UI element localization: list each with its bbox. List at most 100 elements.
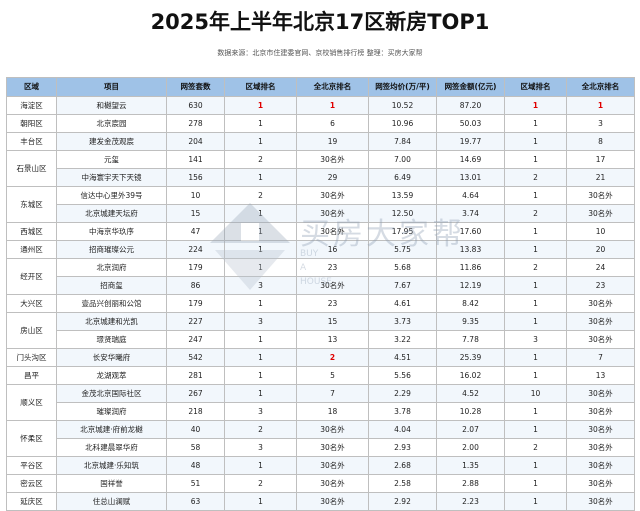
unit-beijing-rank-cell: 30名外 (296, 222, 369, 241)
avg-price-cell: 3.73 (368, 312, 437, 331)
district-cell: 西城区 (6, 222, 57, 241)
unit-district-rank-cell: 3 (224, 402, 297, 421)
project-cell: 和樾望云 (56, 96, 167, 115)
table-row: 石景山区 元玺 141 2 30名外 7.00 14.69 1 17 (6, 150, 635, 187)
project-cell: 中海寰宇天下天镜 (56, 168, 167, 187)
amount-cell: 50.03 (436, 114, 505, 133)
avg-price-cell: 12.50 (368, 204, 437, 223)
units-cell: 40 (166, 420, 225, 439)
amount-beijing-rank-cell: 30名外 (566, 456, 635, 475)
unit-district-rank-cell: 1 (224, 330, 297, 349)
unit-beijing-rank-cell: 16 (296, 240, 369, 259)
unit-district-rank-cell: 1 (224, 384, 297, 403)
amount-cell: 11.86 (436, 258, 505, 277)
amount-district-rank-cell: 10 (504, 384, 567, 403)
unit-district-rank-cell: 1 (224, 114, 297, 133)
units-cell: 218 (166, 402, 225, 421)
avg-price-cell: 6.49 (368, 168, 437, 187)
table-row: 璀璨润府 218 3 18 3.78 10.28 1 30名外 (7, 402, 635, 421)
unit-beijing-rank-cell: 30名外 (296, 456, 369, 475)
amount-beijing-rank-cell: 30名外 (566, 312, 635, 331)
unit-beijing-rank-cell: 7 (296, 384, 369, 403)
amount-district-rank-cell: 2 (504, 204, 567, 223)
district-cell: 经开区 (6, 258, 57, 295)
amount-cell: 10.28 (436, 402, 505, 421)
amount-beijing-rank-cell: 30名外 (566, 384, 635, 403)
district-cell: 海淀区 (6, 96, 57, 115)
avg-price-cell: 5.75 (368, 240, 437, 259)
amount-beijing-rank-cell: 30名外 (566, 294, 635, 313)
unit-beijing-rank-cell: 15 (296, 312, 369, 331)
amount-district-rank-cell: 1 (504, 114, 567, 133)
amount-beijing-rank-cell: 23 (566, 276, 635, 295)
table-row: 朝阳区 北京宸园 278 1 6 10.96 50.03 1 3 (6, 114, 635, 133)
unit-beijing-rank-cell: 2 (296, 348, 369, 367)
amount-district-rank-cell: 1 (504, 456, 567, 475)
district-cell: 大兴区 (6, 294, 57, 313)
units-cell: 630 (166, 96, 225, 115)
units-cell: 179 (166, 294, 225, 313)
amount-district-rank-cell: 1 (504, 348, 567, 367)
avg-price-cell: 4.61 (368, 294, 437, 313)
avg-price-cell: 5.68 (368, 258, 437, 277)
amount-district-rank-cell: 1 (504, 276, 567, 295)
amount-beijing-rank-cell: 20 (566, 240, 635, 259)
avg-price-cell: 2.68 (368, 456, 437, 475)
amount-cell: 25.39 (436, 348, 505, 367)
unit-beijing-rank-cell: 30名外 (296, 492, 369, 511)
unit-beijing-rank-cell: 30名外 (296, 186, 369, 205)
district-cell: 昌平 (6, 366, 57, 385)
project-cell: 国祥誉 (56, 474, 167, 493)
units-cell: 141 (166, 150, 225, 169)
units-cell: 51 (166, 474, 225, 493)
units-cell: 63 (166, 492, 225, 511)
amount-cell: 16.02 (436, 366, 505, 385)
table-row: 怀柔区 北京城建·府前龙樾 40 2 30名外 4.04 2.07 1 30名外 (6, 420, 635, 457)
avg-price-cell: 10.96 (368, 114, 437, 133)
avg-price-cell: 2.29 (368, 384, 437, 403)
units-cell: 542 (166, 348, 225, 367)
amount-cell: 87.20 (436, 96, 505, 115)
unit-district-rank-cell: 1 (224, 204, 297, 223)
table-row: 平谷区 北京城建·乐知筑 48 1 30名外 2.68 1.35 1 30名外 (6, 456, 635, 475)
project-cell: 招商璀璨公元 (56, 240, 167, 259)
unit-district-rank-cell: 1 (224, 168, 297, 187)
unit-district-rank-cell: 1 (224, 240, 297, 259)
avg-price-cell: 7.84 (368, 132, 437, 151)
amount-cell: 8.42 (436, 294, 505, 313)
units-cell: 86 (166, 276, 225, 295)
unit-beijing-rank-cell: 30名外 (296, 276, 369, 295)
district-cell: 顺义区 (6, 384, 57, 421)
table-row: 中海寰宇天下天镜 156 1 29 6.49 13.01 2 21 (7, 168, 635, 187)
units-cell: 156 (166, 168, 225, 187)
district-cell: 东城区 (6, 186, 57, 223)
amount-cell: 13.01 (436, 168, 505, 187)
unit-district-rank-cell: 1 (224, 456, 297, 475)
header-amount-district-rank: 区域排名 (504, 77, 567, 97)
unit-district-rank-cell: 1 (224, 132, 297, 151)
amount-district-rank-cell: 1 (504, 492, 567, 511)
project-cell: 中海京华玖序 (56, 222, 167, 241)
amount-district-rank-cell: 1 (504, 474, 567, 493)
page-title: 2025年上半年北京17区新房TOP1 (150, 10, 490, 34)
unit-district-rank-cell: 1 (224, 348, 297, 367)
units-cell: 227 (166, 312, 225, 331)
project-cell: 北科建晨翠华府 (56, 438, 167, 457)
header-units: 网签套数 (166, 77, 225, 97)
district-cell: 门头沟区 (6, 348, 57, 367)
amount-beijing-rank-cell: 10 (566, 222, 635, 241)
units-cell: 278 (166, 114, 225, 133)
avg-price-cell: 3.78 (368, 402, 437, 421)
amount-beijing-rank-cell: 30名外 (566, 492, 635, 511)
unit-district-rank-cell: 1 (224, 96, 297, 115)
avg-price-cell: 7.67 (368, 276, 437, 295)
project-cell: 建发金茂观宸 (56, 132, 167, 151)
units-cell: 48 (166, 456, 225, 475)
amount-cell: 17.60 (436, 222, 505, 241)
units-cell: 267 (166, 384, 225, 403)
table-row: 丰台区 建发金茂观宸 204 1 19 7.84 19.77 1 8 (6, 132, 635, 151)
unit-beijing-rank-cell: 30名外 (296, 420, 369, 439)
district-cell: 丰台区 (6, 132, 57, 151)
avg-price-cell: 3.22 (368, 330, 437, 349)
header-amount: 网签金额(亿元) (436, 77, 505, 97)
